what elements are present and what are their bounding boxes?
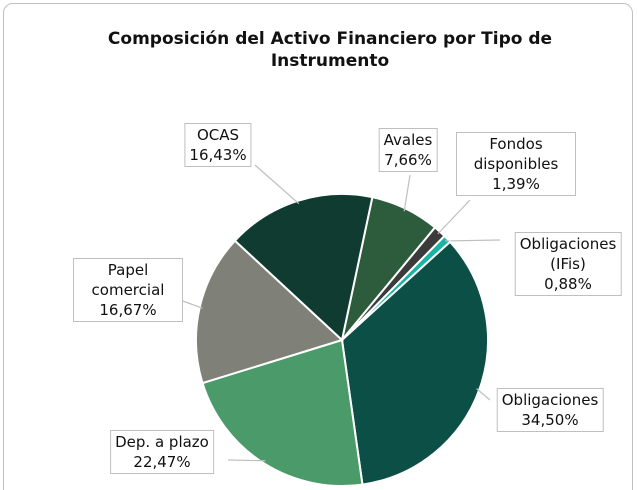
label-name: Obligaciones — [501, 391, 599, 409]
label-name: Fondos disponibles — [473, 135, 559, 173]
data-label: Dep. a plazo 22,47% — [110, 430, 214, 474]
label-value: 1,39% — [492, 175, 540, 193]
label-value: 34,50% — [521, 411, 579, 429]
leader-line — [476, 388, 491, 401]
data-label: Avales 7,66% — [378, 128, 438, 172]
chart-title: Composición del Activo Financiero por Ti… — [107, 29, 553, 71]
leader-line — [445, 239, 501, 242]
data-label: Fondos disponibles 1,39% — [456, 132, 576, 196]
data-label: Obligaciones (IFis) 0,88% — [514, 232, 622, 296]
leader-line — [254, 164, 300, 205]
label-name: Dep. a plazo — [115, 433, 209, 451]
label-value: 7,66% — [384, 151, 432, 169]
label-name: Papel comercial — [91, 261, 165, 299]
data-label: Papel comercial 16,67% — [73, 258, 183, 322]
chart-frame — [3, 3, 633, 490]
data-label: Obligaciones 34,50% — [496, 388, 604, 432]
leader-line — [179, 299, 203, 309]
label-name: OCAS — [196, 126, 240, 144]
leader-line — [227, 459, 266, 462]
pie-slice — [340, 240, 489, 486]
label-value: 16,67% — [99, 301, 157, 319]
leader-line — [437, 199, 471, 235]
leader-line — [403, 174, 411, 212]
label-value: 22,47% — [133, 453, 191, 471]
pie-slice — [201, 338, 364, 487]
data-label: OCAS 16,43% — [184, 123, 252, 167]
label-value: 0,88% — [544, 275, 592, 293]
label-name: Obligaciones (IFis) — [519, 235, 617, 273]
label-value: 16,43% — [189, 146, 247, 164]
pie-slice — [233, 193, 374, 342]
label-name: Avales — [383, 131, 433, 149]
